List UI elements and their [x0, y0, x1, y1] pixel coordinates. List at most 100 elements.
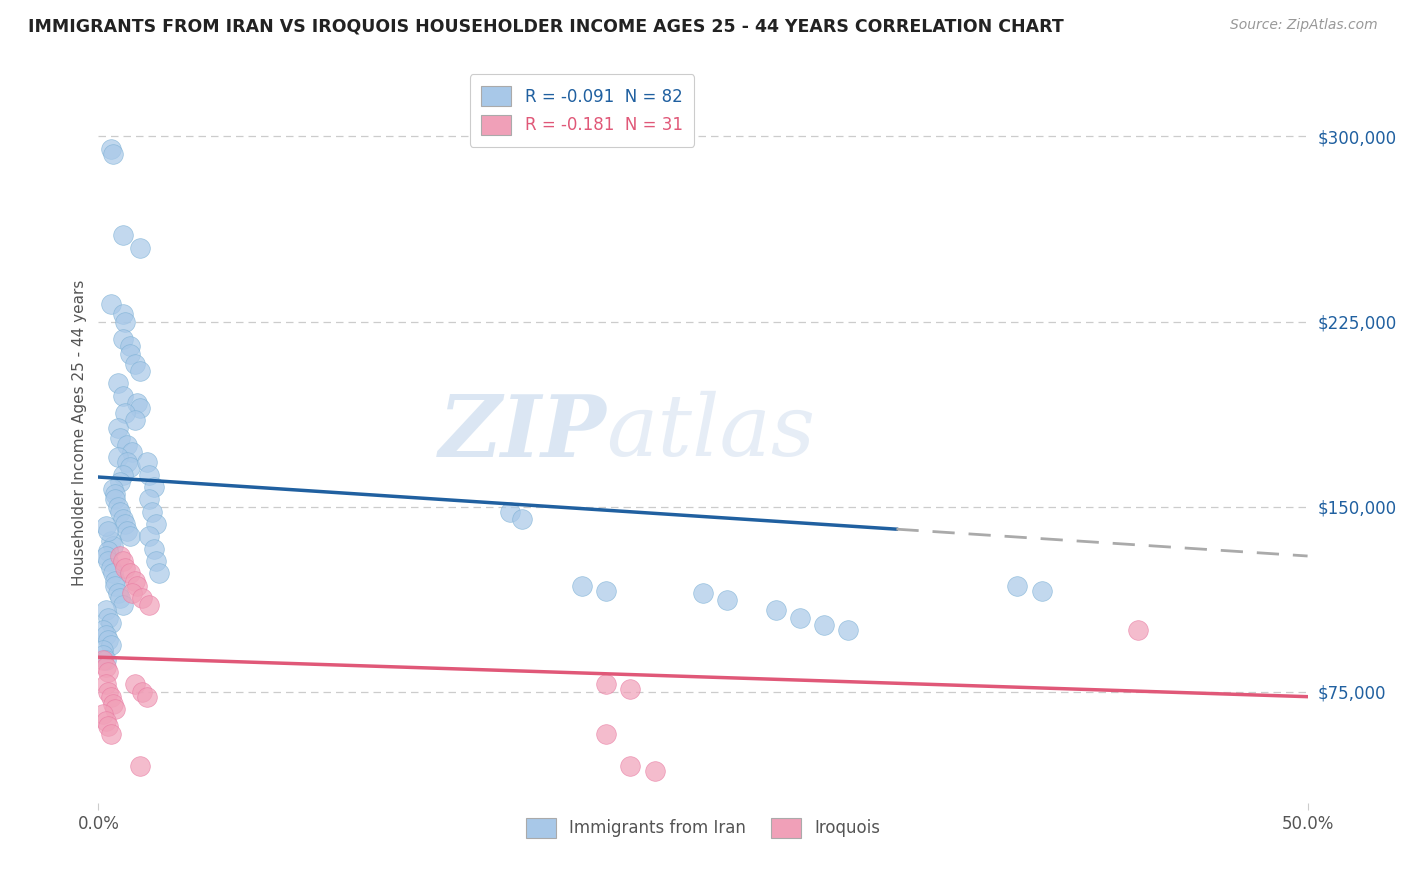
Point: [111, 228, 134, 243]
Point: [104, 702, 127, 716]
Point: [94, 714, 117, 729]
Point: [127, 396, 149, 410]
Point: [101, 146, 124, 161]
Point: [510, 512, 533, 526]
Point: [107, 450, 129, 465]
Point: [94, 628, 117, 642]
Text: atlas: atlas: [606, 392, 815, 474]
Legend: Immigrants from Iran, Iroquois: Immigrants from Iran, Iroquois: [517, 809, 889, 847]
Point: [131, 591, 153, 605]
Point: [108, 431, 131, 445]
Point: [101, 539, 124, 553]
Point: [97, 611, 120, 625]
Point: [94, 549, 117, 563]
Point: [619, 682, 641, 697]
Point: [619, 758, 641, 772]
Point: [128, 364, 150, 378]
Point: [91, 642, 114, 657]
Point: [94, 603, 117, 617]
Point: [644, 764, 666, 778]
Point: [107, 500, 129, 514]
Point: [101, 697, 124, 711]
Point: [104, 487, 127, 501]
Point: [97, 544, 120, 558]
Point: [100, 727, 122, 741]
Point: [135, 455, 157, 469]
Point: [91, 648, 114, 662]
Point: [108, 591, 131, 605]
Point: [100, 561, 122, 575]
Point: [97, 665, 120, 679]
Point: [595, 583, 617, 598]
Point: [114, 516, 136, 531]
Point: [124, 413, 146, 427]
Point: [100, 638, 122, 652]
Point: [118, 460, 141, 475]
Point: [1031, 583, 1053, 598]
Point: [111, 512, 134, 526]
Point: [595, 677, 617, 691]
Point: [108, 475, 131, 489]
Point: [114, 406, 136, 420]
Point: [111, 467, 134, 482]
Point: [145, 516, 167, 531]
Point: [128, 401, 150, 415]
Point: [128, 240, 150, 254]
Point: [94, 677, 117, 691]
Point: [148, 566, 170, 581]
Point: [138, 492, 160, 507]
Point: [118, 566, 141, 581]
Point: [813, 618, 835, 632]
Point: [124, 677, 146, 691]
Point: [789, 611, 811, 625]
Point: [117, 524, 139, 539]
Point: [111, 307, 134, 321]
Point: [117, 438, 139, 452]
Point: [97, 554, 120, 568]
Point: [1128, 623, 1150, 637]
Point: [114, 561, 136, 575]
Point: [100, 297, 122, 311]
Text: ZIP: ZIP: [439, 391, 606, 475]
Point: [143, 480, 166, 494]
Point: [141, 505, 163, 519]
Point: [117, 455, 139, 469]
Text: IMMIGRANTS FROM IRAN VS IROQUOIS HOUSEHOLDER INCOME AGES 25 - 44 YEARS CORRELATI: IMMIGRANTS FROM IRAN VS IROQUOIS HOUSEHO…: [28, 18, 1064, 36]
Point: [138, 529, 160, 543]
Point: [111, 389, 134, 403]
Point: [101, 566, 124, 581]
Point: [128, 758, 150, 772]
Point: [97, 685, 120, 699]
Point: [716, 593, 738, 607]
Point: [100, 534, 122, 549]
Point: [145, 554, 167, 568]
Point: [94, 519, 117, 533]
Point: [107, 376, 129, 391]
Point: [127, 579, 149, 593]
Point: [104, 492, 127, 507]
Point: [114, 314, 136, 328]
Point: [138, 467, 160, 482]
Point: [571, 579, 593, 593]
Point: [91, 623, 114, 637]
Text: Source: ZipAtlas.com: Source: ZipAtlas.com: [1230, 18, 1378, 32]
Point: [97, 632, 120, 647]
Point: [118, 339, 141, 353]
Point: [97, 719, 120, 733]
Point: [121, 586, 143, 600]
Point: [118, 529, 141, 543]
Point: [100, 142, 122, 156]
Point: [108, 505, 131, 519]
Point: [595, 727, 617, 741]
Point: [100, 615, 122, 630]
Point: [107, 586, 129, 600]
Point: [94, 653, 117, 667]
Point: [111, 332, 134, 346]
Point: [101, 483, 124, 497]
Point: [91, 653, 114, 667]
Point: [692, 586, 714, 600]
Point: [91, 706, 114, 721]
Point: [124, 574, 146, 588]
Point: [498, 505, 520, 519]
Point: [765, 603, 787, 617]
